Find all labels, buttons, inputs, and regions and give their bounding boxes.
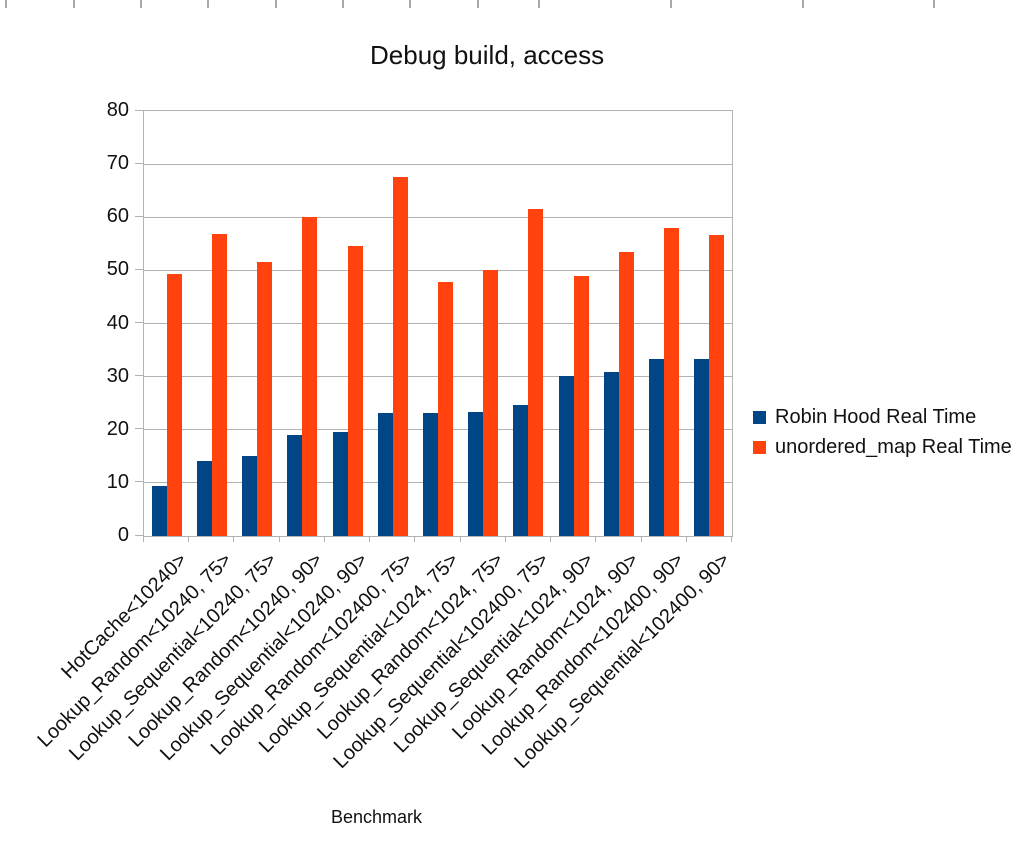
y-axis-tick-label: 10 [106,470,129,493]
x-axis-tick [550,536,552,542]
gridline [144,163,732,165]
y-axis-tick [135,109,143,111]
x-axis-title: Benchmark [331,807,423,827]
x-axis-tick [414,536,416,542]
bar-unordered-map [709,235,725,536]
y-axis-tick-label: 50 [106,258,129,281]
bar-robin-hood [196,461,212,536]
gridline [144,269,732,271]
bar-robin-hood [151,486,167,536]
y-axis-tick-label: 30 [106,364,129,387]
bar-robin-hood [242,455,258,536]
gridline [144,216,732,218]
y-axis-tick-label: 80 [106,99,129,121]
x-axis-tick [323,536,325,542]
y-axis-tick [135,162,143,164]
bar-unordered-map [347,246,363,536]
bar-unordered-map [257,261,273,536]
column-border-tick [477,0,479,8]
column-border-tick [802,0,804,8]
y-axis-tick-label: 40 [106,311,129,334]
x-axis-tick [188,536,190,542]
x-axis-tick [369,536,371,542]
plot-area [143,110,733,537]
y-axis-tick [135,375,143,377]
legend-swatch-icon [753,410,766,424]
column-border-tick [140,0,142,8]
y-axis-tick-label: 0 [117,524,129,546]
bar-robin-hood [423,412,438,536]
x-axis-tick [731,536,732,542]
y-axis-tick [135,481,143,483]
bar-robin-hood [558,376,574,536]
y-axis-tick-label: 70 [106,152,129,175]
bar-unordered-map [573,275,589,536]
x-axis-tick [233,536,235,542]
bar-unordered-map [528,208,544,536]
column-border-tick [933,0,935,8]
bar-robin-hood [649,359,665,536]
legend-item-label: unordered_map Real Time [775,435,1012,458]
bar-unordered-map [483,270,499,536]
y-axis-tick [135,268,143,270]
legend-item: unordered_map Real Time [753,435,1012,458]
bar-robin-hood [694,358,710,536]
x-axis-tick [640,536,642,542]
bar-unordered-map [211,233,227,536]
y-axis-tick [135,322,143,323]
column-border-tick [73,0,75,8]
column-border-tick [670,0,672,8]
x-axis-tick [459,536,461,542]
column-border-tick [5,0,7,8]
legend-swatch-icon [753,440,766,454]
legend-item-label: Robin Hood Real Time [775,405,977,428]
chart-title: Debug build, access [370,40,605,70]
bar-robin-hood [468,411,484,536]
bar-unordered-map [438,282,453,536]
y-axis-tick-label: 60 [106,205,129,228]
y-axis-tick [135,534,143,536]
bar-robin-hood [603,371,619,536]
bar-robin-hood [513,405,529,536]
x-axis-tick [685,536,687,542]
y-axis-tick [135,215,143,217]
bar-unordered-map [166,273,182,536]
bar-unordered-map [302,216,318,536]
x-axis-tick [278,536,280,542]
bar-robin-hood [332,432,348,536]
column-border-tick [342,0,344,8]
bar-unordered-map [392,177,408,536]
y-axis-tick-label: 20 [106,417,129,440]
x-axis-tick [595,536,597,542]
bar-unordered-map [664,227,680,536]
legend-item: Robin Hood Real Time [753,405,977,428]
column-border-tick [409,0,411,8]
column-border-tick [275,0,277,8]
column-border-tick [207,0,209,8]
x-axis-tick [504,536,506,542]
y-axis-tick [135,428,143,430]
column-border-tick [538,0,540,8]
x-axis-tick [143,536,144,542]
bar-robin-hood [377,413,393,536]
bar-unordered-map [618,252,634,536]
bar-robin-hood [287,435,303,536]
